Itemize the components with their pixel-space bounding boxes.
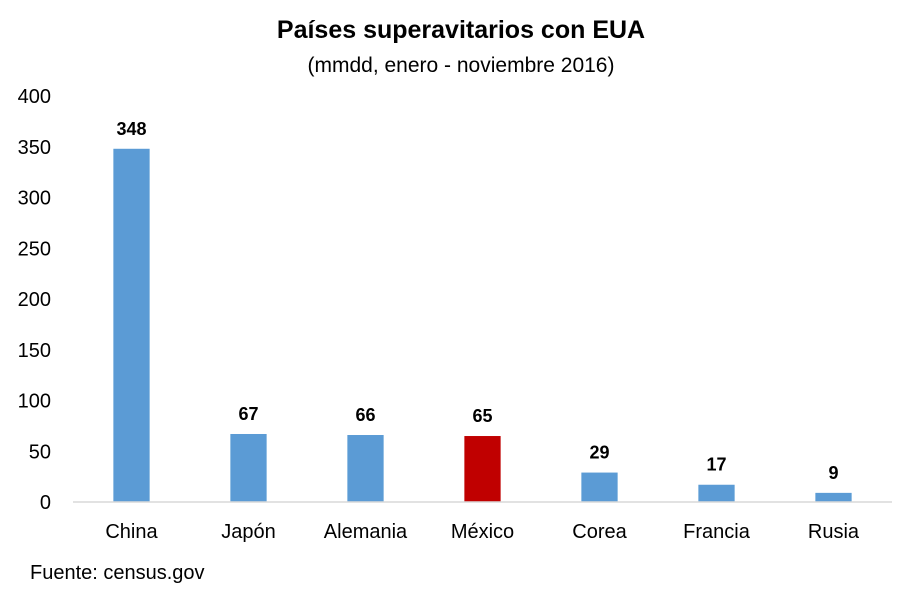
data-label: 348 bbox=[116, 119, 146, 139]
bar-china bbox=[113, 148, 150, 502]
y-tick-label: 200 bbox=[18, 289, 51, 311]
data-label: 9 bbox=[828, 463, 838, 483]
x-tick-label: México bbox=[451, 521, 514, 543]
data-label: 17 bbox=[706, 455, 726, 475]
x-tick-label: China bbox=[105, 521, 158, 543]
source-note: Fuente: census.gov bbox=[30, 562, 205, 584]
y-tick-label: 350 bbox=[18, 137, 51, 159]
data-label: 66 bbox=[355, 405, 375, 425]
x-tick-label: Japón bbox=[221, 521, 276, 543]
bar-francia bbox=[698, 484, 735, 502]
bars-group: 348 67 66 65 29 17 9 bbox=[113, 119, 852, 502]
bar-alemania bbox=[347, 435, 384, 502]
x-tick-label: Rusia bbox=[808, 521, 860, 543]
y-tick-label: 50 bbox=[29, 441, 51, 463]
x-tick-label: Francia bbox=[683, 521, 751, 543]
x-tick-label: Corea bbox=[572, 521, 627, 543]
y-tick-label: 150 bbox=[18, 340, 51, 362]
bar-rusia bbox=[815, 492, 852, 502]
data-label: 65 bbox=[472, 406, 492, 426]
y-tick-label: 0 bbox=[40, 492, 51, 514]
bar-corea bbox=[581, 472, 618, 502]
bar-japón bbox=[230, 433, 267, 502]
chart-title: Países superavitarios con EUA bbox=[276, 16, 646, 44]
y-tick-label: 400 bbox=[18, 86, 51, 108]
y-tick-label: 100 bbox=[18, 391, 51, 413]
y-axis: 0 50 100 150 200 250 300 350 400 bbox=[18, 86, 51, 514]
x-axis: China Japón Alemania México Corea Francia Rusi… bbox=[73, 501, 892, 543]
x-tick-label: Alemania bbox=[324, 521, 408, 543]
y-tick-label: 250 bbox=[18, 238, 51, 260]
chart-subtitle: (mmdd, enero - noviembre 2016) bbox=[307, 54, 615, 77]
data-label: 67 bbox=[238, 404, 258, 424]
bar-méxico bbox=[464, 436, 501, 502]
data-label: 29 bbox=[589, 443, 609, 463]
y-tick-label: 300 bbox=[18, 188, 51, 210]
